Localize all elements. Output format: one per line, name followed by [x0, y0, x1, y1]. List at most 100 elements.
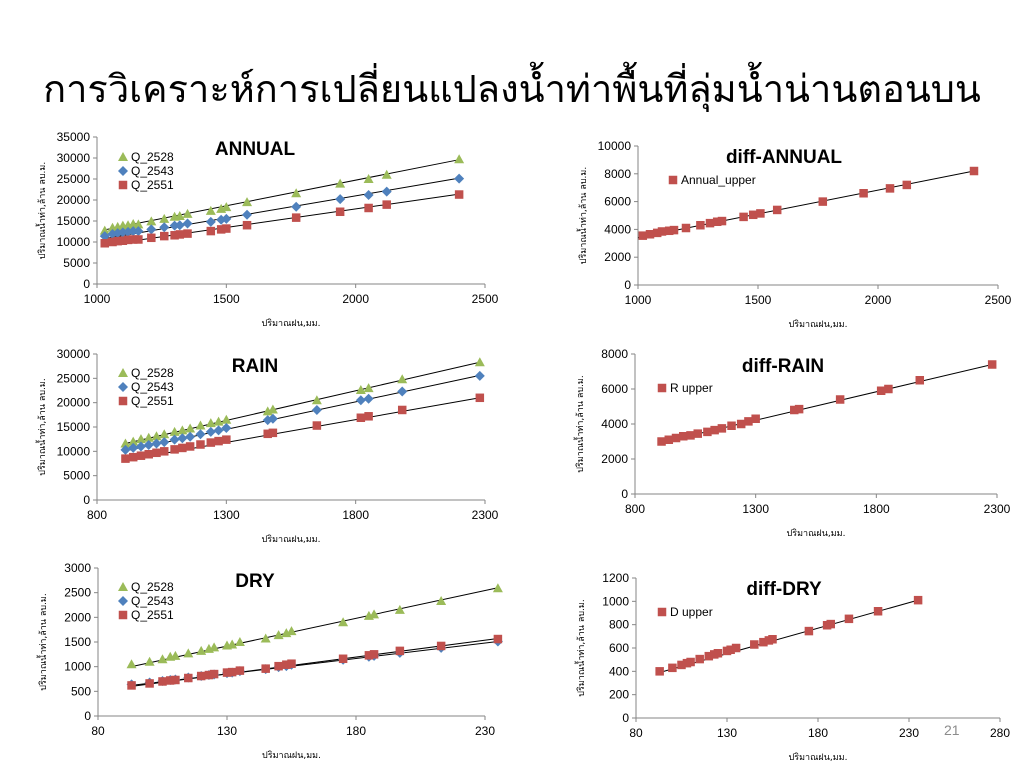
data-point [282, 660, 291, 669]
x-tick-label: 280 [990, 726, 1010, 740]
data-point [205, 418, 216, 428]
y-tick-label: 0 [624, 278, 631, 292]
y-axis-title: ปริมาณน้ำท่า,ล้าน ลบ.ม. [35, 162, 48, 259]
data-point [159, 437, 170, 448]
data-point [454, 154, 465, 164]
data-point [177, 433, 188, 444]
y-tick-label: 2000 [601, 452, 628, 466]
data-point [710, 425, 719, 435]
data-point [159, 222, 170, 233]
data-point [159, 429, 170, 439]
data-point [221, 202, 232, 212]
data-point [638, 231, 648, 240]
data-point [804, 626, 814, 636]
legend-marker [118, 396, 128, 406]
data-point [273, 630, 284, 640]
data-point [794, 404, 804, 414]
y-tick-label: 1500 [64, 635, 91, 649]
data-point [790, 405, 799, 415]
data-point [170, 650, 181, 660]
data-point [120, 438, 131, 448]
y-tick-label: 5000 [63, 256, 90, 270]
data-point [263, 429, 272, 439]
data-point [185, 431, 196, 442]
data-point [703, 427, 712, 437]
data-point [363, 383, 374, 393]
data-point [221, 213, 232, 224]
data-point [216, 214, 227, 225]
data-point [133, 219, 144, 229]
data-point [291, 213, 301, 222]
y-tick-label: 10000 [598, 139, 632, 153]
data-point [128, 452, 138, 462]
data-point [364, 203, 373, 213]
data-point [169, 220, 180, 231]
data-point [693, 429, 702, 438]
chart-annual: 0 5000 10000 15000 20000 25000 30000 35000 1000 1… [35, 130, 499, 329]
data-point [195, 420, 206, 430]
data-point [143, 440, 154, 451]
data-point [205, 205, 216, 215]
data-point [121, 454, 130, 463]
data-point [664, 226, 674, 236]
x-tick-label: 2000 [865, 293, 892, 307]
legend-label: Annual_upper [681, 173, 756, 187]
data-point [713, 649, 723, 658]
data-point [128, 235, 138, 244]
data-point [169, 426, 180, 436]
legend-marker [118, 582, 128, 591]
data-point [108, 237, 117, 247]
data-point [474, 357, 485, 367]
y-tick-label: 0 [83, 277, 90, 291]
y-tick-label: 4000 [601, 417, 628, 431]
data-point [695, 654, 704, 664]
y-tick-label: 500 [71, 684, 91, 698]
x-axis-title: ปริมาณฝน,มม. [262, 750, 321, 761]
data-point [902, 180, 912, 190]
data-point [171, 675, 180, 685]
y-tick-label: 0 [84, 709, 91, 723]
data-point [170, 445, 179, 454]
data-point [213, 425, 224, 436]
data-point [185, 423, 196, 433]
data-point [759, 637, 768, 647]
data-point [261, 664, 270, 673]
data-point [128, 226, 139, 237]
y-axis-title: ปริมาณน้ำท่า,ล้าน ลบ.ม. [576, 167, 589, 264]
data-point [686, 431, 695, 440]
data-point [818, 197, 828, 206]
chart-title: DRY [235, 571, 275, 592]
data-point [739, 212, 748, 222]
data-point [363, 174, 374, 183]
y-tick-label: 1000 [64, 660, 91, 674]
legend-label: Q_2551 [131, 178, 174, 192]
legend-marker [657, 383, 667, 393]
y-tick-label: 5000 [63, 469, 90, 483]
legend-label: R upper [670, 381, 713, 395]
data-point [145, 679, 154, 688]
data-point [268, 428, 278, 438]
y-tick-label: 35000 [57, 130, 91, 144]
data-point [260, 633, 271, 643]
data-point [717, 216, 727, 226]
data-point [876, 386, 886, 395]
data-point [381, 186, 392, 197]
data-point [436, 596, 447, 606]
data-point [291, 188, 302, 198]
data-point [222, 435, 231, 444]
y-tick-label: 0 [622, 711, 629, 725]
data-point [768, 635, 777, 644]
data-point [183, 648, 194, 658]
chart-title: RAIN [232, 356, 278, 377]
data-point [750, 640, 759, 649]
data-point [206, 438, 216, 447]
data-point [151, 438, 162, 449]
y-tick-label: 200 [609, 688, 629, 702]
x-axis-title: ปริมาณฝน,มม. [789, 319, 848, 330]
y-tick-label: 800 [609, 618, 629, 632]
x-tick-label: 1800 [863, 502, 890, 516]
y-tick-label: 15000 [57, 420, 91, 434]
legend-label: Q_2551 [131, 608, 174, 622]
data-point [397, 405, 407, 415]
x-tick-label: 80 [91, 724, 105, 738]
